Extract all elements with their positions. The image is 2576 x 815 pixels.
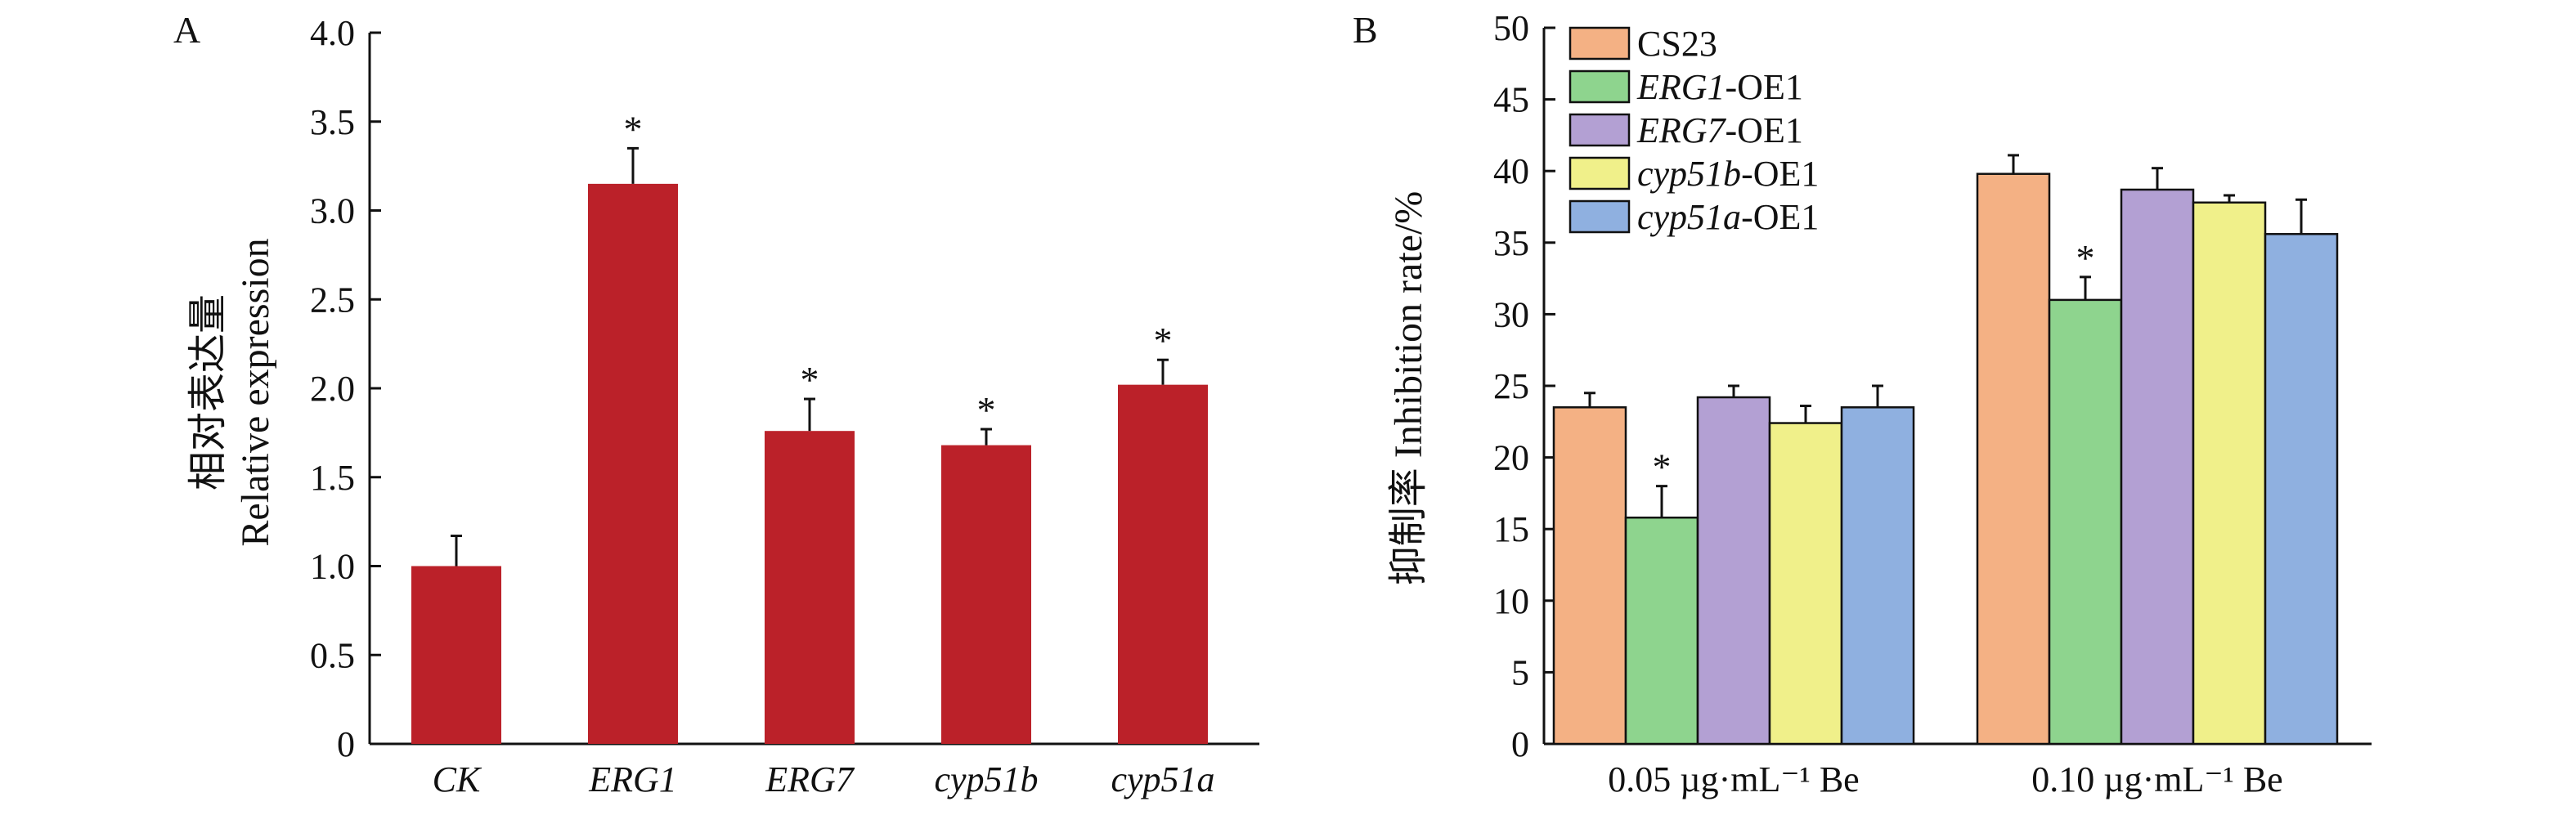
legend-label-suffix: -OE1	[1741, 154, 1819, 194]
bar-CK	[411, 566, 501, 744]
legend-label-suffix: -OE1	[1741, 197, 1819, 237]
bar-ERG7-OE1-group-1	[1696, 396, 1771, 746]
y-tick-label-b: 50	[1493, 8, 1529, 48]
legend-swatch-CS23	[1568, 26, 1631, 60]
bar-ERG1-OE1-group-2	[2048, 298, 2123, 746]
y-tick-label-a: 0.5	[310, 635, 355, 675]
x-tick-label-cyp51b: cyp51b	[934, 759, 1038, 799]
legend-label-italic: ERG1	[1636, 67, 1726, 107]
sig-mark-ERG1: *	[624, 108, 643, 150]
bar-ERG7-OE1-group-2	[2120, 188, 2195, 746]
legend-swatch-ERG1-OE1	[1568, 69, 1631, 104]
y-tick-label-b: 45	[1493, 80, 1529, 120]
bar-cyp51a-OE1-group-2	[2264, 233, 2339, 746]
y-tick-label-b: 15	[1493, 509, 1529, 549]
bar-cyp51a-OE1-group-1	[1840, 406, 1915, 746]
y-axis-title-b-space	[1387, 458, 1430, 468]
x-tick-label-group-2: 0.10 µg·mL⁻¹ Be	[2031, 759, 2282, 799]
x-tick-label-ERG7: ERG7	[765, 759, 855, 799]
bar-cyp51b-OE1-group-2	[2192, 201, 2267, 746]
y-tick-label-a: 4.0	[310, 13, 355, 53]
legend-label-ERG1-OE1: ERG1-OE1	[1636, 67, 1803, 107]
y-ticks-b: 0 5 10 15 20 25 30 35 40 45 50	[1493, 8, 1555, 764]
y-tick-label-b: 10	[1493, 581, 1529, 621]
legend-swatch-cyp51a-OE1	[1568, 199, 1631, 234]
legend-label-CS23: CS23	[1637, 24, 1717, 64]
bar-ERG1	[588, 183, 678, 744]
panel-letter-a: A	[173, 9, 200, 51]
bar-CS23-group-1	[1552, 406, 1627, 746]
y-tick-label-b: 0	[1511, 724, 1529, 764]
y-tick-label-a: 1.0	[310, 547, 355, 587]
y-tick-label-a: 3.0	[310, 191, 355, 231]
y-tick-label-a: 3.5	[310, 102, 355, 142]
y-ticks-a: 0 0.5 1.0 1.5 2.0 2.5 3.0 3.5 4.0	[310, 13, 381, 764]
x-tick-label-group-1: 0.05 µg·mL⁻¹ Be	[1608, 759, 1859, 799]
y-axis-title-b-cn: 抑制率	[1387, 468, 1430, 585]
y-axis-title-b: 抑制率 Inhibition rate/%	[1387, 191, 1430, 586]
bars-a: * * * *	[411, 108, 1208, 744]
bar-cyp51b-OE1-group-1	[1768, 422, 1843, 746]
sig-mark-ERG7: *	[801, 359, 819, 401]
y-axis-title-a-en: Relative expression	[234, 238, 277, 546]
panel-letter-b: B	[1353, 9, 1378, 51]
y-tick-label-b: 5	[1511, 652, 1529, 692]
y-axis-title-b-en: Inhibition rate/%	[1387, 191, 1430, 459]
legend-label-italic: cyp51a	[1637, 197, 1741, 237]
x-tick-label-cyp51a: cyp51a	[1111, 759, 1214, 799]
y-tick-label-b: 40	[1493, 151, 1529, 191]
y-tick-label-a: 1.5	[310, 458, 355, 498]
y-tick-label-b: 25	[1493, 366, 1529, 406]
legend-label-cyp51b-OE1: cyp51b-OE1	[1637, 154, 1819, 194]
bar-cyp51b	[941, 445, 1031, 744]
y-tick-label-b: 30	[1493, 294, 1529, 334]
x-tick-label-CK: CK	[433, 759, 482, 799]
panel-a: A 相对表达量 Relative expression 0 0.5 1.0 1.5 2.…	[173, 9, 1259, 799]
sig-mark-ERG1-OE1-group-2: *	[2076, 237, 2095, 279]
x-tick-labels-b: 0.05 µg·mL⁻¹ Be 0.10 µg·mL⁻¹ Be	[1608, 759, 2282, 799]
bar-CS23-group-2	[1976, 172, 2051, 746]
x-tick-label-ERG1: ERG1	[588, 759, 677, 799]
legend-swatch-cyp51b-OE1	[1568, 156, 1631, 190]
bar-ERG1-OE1-group-1	[1624, 516, 1699, 746]
legend-label-italic: cyp51b	[1637, 154, 1741, 194]
y-tick-label-a: 2.5	[310, 280, 355, 320]
y-tick-label-a: 0	[337, 724, 355, 764]
legend-label-italic: ERG7	[1636, 110, 1727, 150]
legend-swatch-ERG7-OE1	[1568, 113, 1631, 147]
y-tick-label-b: 20	[1493, 438, 1529, 478]
panel-b: B 抑制率 Inhibition rate/% 0 5 10 15 20 25 30 35 40…	[1353, 8, 2372, 799]
y-axis-title-a-cn: 相对表达量	[186, 294, 230, 490]
bar-cyp51a	[1118, 384, 1208, 744]
legend-label-suffix: -OE1	[1726, 110, 1803, 150]
bar-ERG7	[765, 431, 855, 744]
y-tick-label-b: 35	[1493, 223, 1529, 263]
x-tick-labels-a: CK ERG1 ERG7 cyp51b cyp51a	[433, 759, 1215, 799]
sig-mark-ERG1-OE1-group-1: *	[1653, 446, 1672, 488]
legend-label-suffix: -OE1	[1726, 67, 1803, 107]
sig-mark-cyp51b: *	[977, 389, 996, 431]
legend-label-cyp51a-OE1: cyp51a-OE1	[1637, 197, 1819, 237]
sig-mark-cyp51a: *	[1154, 320, 1173, 361]
legend-label-ERG7-OE1: ERG7-OE1	[1636, 110, 1803, 150]
y-tick-label-a: 2.0	[310, 369, 355, 409]
bars-b: **	[1552, 154, 2339, 746]
